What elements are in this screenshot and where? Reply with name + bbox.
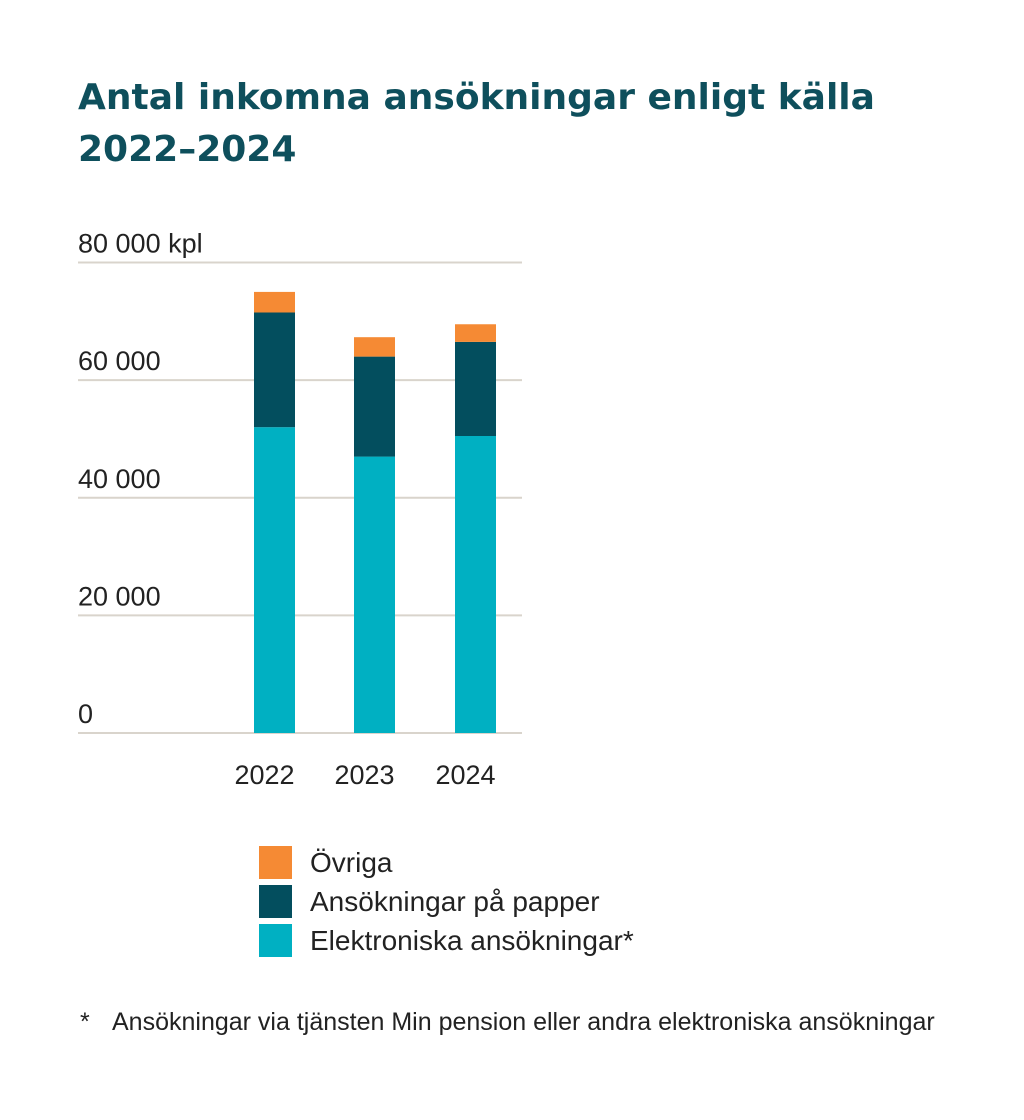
bar-2022-series-0 (254, 427, 295, 733)
legend-swatch-elektroniska (259, 924, 292, 957)
bar-2023-series-1 (354, 356, 395, 457)
legend-item-papper: Ansökningar på papper (259, 882, 634, 921)
x-tick-label-2024: 2024 (435, 760, 495, 790)
bar-2022-series-2 (254, 291, 295, 313)
legend-label-papper: Ansökningar på papper (310, 885, 600, 917)
x-tick-label-2023: 2023 (334, 760, 394, 790)
footnote-text: Ansökningar via tjänsten Min pension ell… (112, 1008, 935, 1036)
y-tick-label-40000: 40 000 (78, 464, 161, 494)
bar-2023-series-0 (354, 456, 395, 733)
legend-swatch-papper (259, 885, 292, 918)
footnote-marker: * (80, 1008, 90, 1036)
bar-2022-series-1 (254, 312, 295, 428)
bar-2023-series-2 (354, 337, 395, 357)
legend: Övriga Ansökningar på papper Elektronisk… (259, 843, 634, 960)
legend-label-ovriga: Övriga (310, 846, 393, 878)
legend-label-elektroniska: Elektroniska ansökningar* (310, 924, 634, 956)
bar-2024-series-1 (455, 341, 496, 436)
legend-item-elektroniska: Elektroniska ansökningar* (259, 921, 634, 960)
y-tick-label-80000: 80 000 kpl (78, 229, 203, 259)
bar-2024-series-0 (455, 435, 496, 733)
y-tick-label-0: 0 (78, 699, 93, 729)
legend-swatch-ovriga (259, 846, 292, 879)
chart-title: Antal inkomna ansökningar enligt källa 2… (78, 77, 875, 170)
y-tick-label-60000: 60 000 (78, 346, 161, 376)
legend-item-ovriga: Övriga (259, 843, 634, 882)
bar-2024-series-2 (455, 324, 496, 342)
x-tick-label-2022: 2022 (234, 760, 294, 790)
y-tick-label-20000: 20 000 (78, 581, 161, 611)
footnote: * Ansökningar via tjänsten Min pension el… (80, 1008, 980, 1037)
